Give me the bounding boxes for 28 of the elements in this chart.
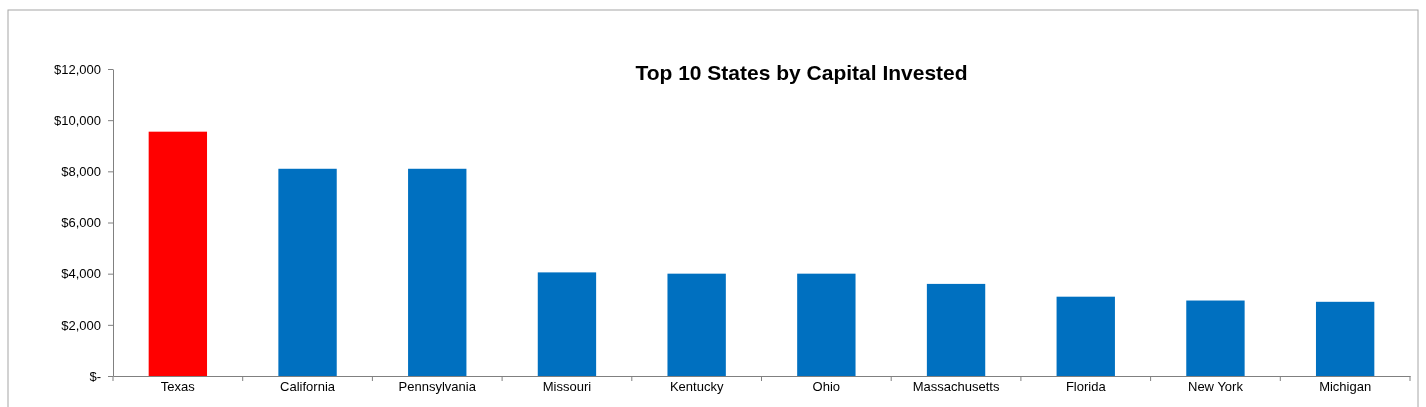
x-tick-label: Ohio [812, 378, 841, 394]
x-tick-label: New York [1187, 378, 1244, 394]
x-tick-label: Massachusetts [912, 378, 1000, 394]
bar [1186, 300, 1245, 376]
y-tick-label: $12,000 [54, 61, 101, 77]
bar [148, 131, 208, 376]
y-tick-label: $8,000 [61, 163, 101, 179]
bar [1315, 301, 1375, 376]
bar [1056, 296, 1115, 376]
y-tick-label: $4,000 [61, 266, 101, 282]
x-tick-label: California [280, 378, 336, 394]
x-tick-label: Texas [160, 378, 196, 394]
x-tick-label: Kentucky [669, 378, 724, 394]
x-tick-label: Michigan [1319, 378, 1372, 394]
bar [926, 283, 986, 376]
x-tick-label: Pennsylvania [398, 378, 477, 394]
chart-title: Top 10 States by Capital Invested [635, 61, 968, 84]
bar [797, 273, 856, 376]
x-tick-label: Florida [1065, 378, 1107, 394]
bar [278, 168, 337, 376]
bar [408, 168, 467, 376]
y-tick-label: $10,000 [54, 112, 101, 128]
x-tick-label: Missouri [542, 378, 592, 394]
y-tick-label: $2,000 [61, 317, 101, 333]
bar [667, 273, 726, 376]
bar [537, 272, 597, 376]
y-tick-label: $6,000 [61, 215, 101, 231]
y-tick-label: $- [89, 368, 101, 384]
